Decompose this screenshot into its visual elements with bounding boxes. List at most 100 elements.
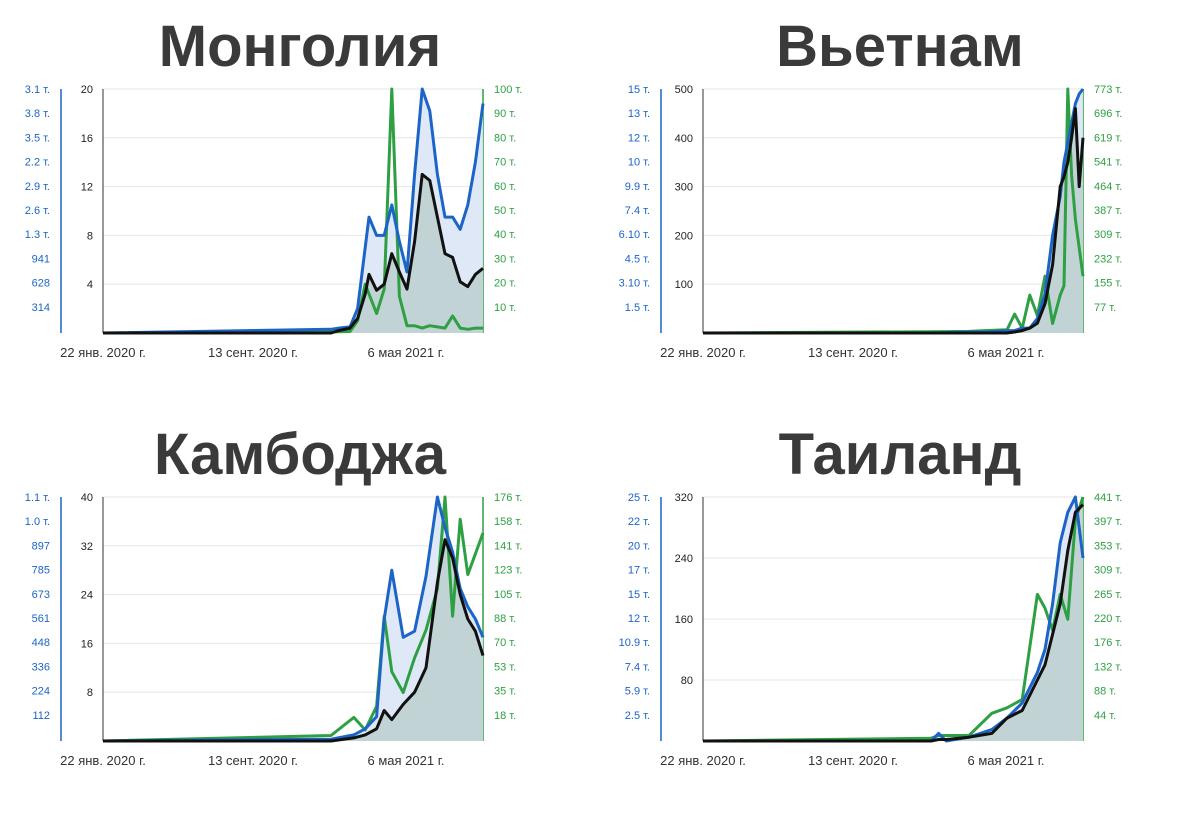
left-axis-tick: 673 — [32, 589, 50, 601]
left-axis-tick: 3.1 т. — [25, 84, 50, 96]
right-axis-tick: 88 т. — [1094, 686, 1116, 698]
deaths-line — [703, 503, 1085, 743]
right-axis-tick: 141 т. — [494, 540, 522, 552]
mid-axis-tick: 100 — [675, 279, 693, 291]
right-axis-tick: 387 т. — [1094, 205, 1122, 217]
right-axis-tick: 88 т. — [494, 613, 516, 625]
left-axis-tick: 897 — [32, 540, 50, 552]
mid-axis-tick: 12 — [81, 182, 93, 194]
mid-axis-tick: 20 — [81, 84, 93, 96]
x-axis-tick: 22 янв. 2020 г. — [60, 753, 146, 768]
left-axis-tick: 13 т. — [628, 108, 650, 120]
mid-axis-tick: 8 — [87, 230, 93, 242]
right-axis-tick: 70 т. — [494, 157, 516, 169]
left-axis-tick: 25 т. — [628, 492, 650, 504]
mid-axis-tick: 16 — [81, 133, 93, 145]
cases-line — [703, 88, 1085, 335]
x-axis-tick: 22 янв. 2020 г. — [660, 753, 746, 768]
right-axis-tick: 232 т. — [1094, 253, 1122, 265]
left-axis-tick: 9.9 т. — [625, 181, 650, 193]
left-axis-tick: 6.10 т. — [619, 229, 650, 241]
right-axis-tick: 176 т. — [494, 492, 522, 504]
cases-line — [102, 495, 485, 743]
right-axis-tick: 90 т. — [494, 108, 516, 120]
left-axis-tick: 628 — [32, 278, 50, 290]
right-axis-tick: 70 т. — [494, 637, 516, 649]
mid-axis-tick: 400 — [675, 133, 693, 145]
right-axis-tick: 35 т. — [494, 686, 516, 698]
right-axis-tick: 80 т. — [494, 132, 516, 144]
chart-mongolia: Монголия 20 16 12 8 4 3.1 т. 3.8 т. 3.5 т. 2.2 т… — [0, 0, 600, 408]
right-axis-tick: 77 т. — [1094, 302, 1116, 314]
left-axis-tick: 20 т. — [628, 540, 650, 552]
left-axis-tick: 112 — [32, 710, 50, 722]
x-axis-tick: 22 янв. 2020 г. — [660, 345, 746, 360]
x-axis-tick: 22 янв. 2020 г. — [60, 345, 146, 360]
left-axis-tick: 1.3 т. — [25, 229, 50, 241]
chart-title: Монголия — [158, 14, 442, 79]
right-axis-tick: 441 т. — [1094, 492, 1122, 504]
left-axis-tick: 336 — [32, 661, 50, 673]
cases-area — [703, 89, 1083, 333]
mid-axis-tick: 200 — [675, 230, 693, 242]
left-axis-tick: 15 т. — [628, 589, 650, 601]
mid-axis-tick: 8 — [87, 687, 93, 699]
left-axis-tick: 1.5 т. — [625, 302, 650, 314]
right-axis-tick: 265 т. — [1094, 589, 1122, 601]
left-axis-tick: 1.1 т. — [25, 492, 50, 504]
cases-area — [103, 497, 483, 741]
right-axis-tick: 464 т. — [1094, 181, 1122, 193]
chart-title: Вьетнам — [776, 14, 1024, 79]
mid-axis-tick: 300 — [675, 182, 693, 194]
deaths-line — [103, 538, 485, 743]
mid-axis-tick: 240 — [675, 553, 693, 565]
right-axis-tick: 541 т. — [1094, 157, 1122, 169]
deaths-line — [703, 107, 1085, 335]
right-axis-tick: 158 т. — [494, 516, 522, 528]
left-axis-tick: 448 — [32, 637, 50, 649]
deaths-area — [703, 108, 1083, 333]
x-axis-tick: 13 сент. 2020 г. — [808, 345, 898, 360]
right-axis-tick: 20 т. — [494, 278, 516, 290]
x-axis-tick: 13 сент. 2020 г. — [208, 753, 298, 768]
chart-plot: 500 400 300 200 100 15 т. 13 т. 12 т. 10 т. 9.9 т… — [619, 84, 1123, 360]
mid-axis-tick: 4 — [87, 279, 93, 291]
left-axis-tick: 10 т. — [628, 157, 650, 169]
left-axis-tick: 4.5 т. — [625, 253, 650, 265]
left-axis-tick: 2.6 т. — [25, 205, 50, 217]
left-axis-tick: 17 т. — [628, 565, 650, 577]
right-axis-tick: 53 т. — [494, 661, 516, 673]
right-axis-tick: 773 т. — [1094, 84, 1122, 96]
right-axis-tick: 132 т. — [1094, 661, 1122, 673]
right-axis-tick: 696 т. — [1094, 108, 1122, 120]
left-axis-tick: 7.4 т. — [625, 661, 650, 673]
mid-axis-tick: 24 — [81, 590, 93, 602]
mid-axis-tick: 160 — [675, 614, 693, 626]
x-axis-tick: 13 сент. 2020 г. — [208, 345, 298, 360]
right-axis-tick: 123 т. — [494, 565, 522, 577]
x-axis-tick: 6 мая 2021 г. — [968, 753, 1045, 768]
x-axis-tick: 6 мая 2021 г. — [368, 345, 445, 360]
left-axis-tick: 1.0 т. — [25, 516, 50, 528]
cases-line — [102, 87, 485, 335]
deaths-line — [103, 172, 484, 335]
chart-title: Камбоджа — [154, 422, 446, 487]
right-axis-tick: 44 т. — [1094, 710, 1116, 722]
deaths-area — [703, 504, 1083, 741]
right-axis-tick: 176 т. — [1094, 637, 1122, 649]
mid-axis-tick: 16 — [81, 638, 93, 650]
cases-line — [703, 495, 1085, 743]
left-axis-tick: 2.9 т. — [25, 181, 50, 193]
right-axis-tick: 30 т. — [494, 253, 516, 265]
deaths-area — [103, 174, 483, 333]
left-axis-tick: 785 — [32, 565, 50, 577]
left-axis-tick: 3.5 т. — [25, 132, 50, 144]
left-axis-tick: 561 — [32, 613, 50, 625]
right-axis-tick: 100 т. — [494, 84, 522, 96]
mid-axis-tick: 32 — [81, 541, 93, 553]
right-axis-tick: 10 т. — [494, 302, 516, 314]
left-axis-tick: 2.5 т. — [625, 710, 650, 722]
chart-plot: 20 16 12 8 4 3.1 т. 3.8 т. 3.5 т. 2.2 т. 2.9 т. 2.… — [25, 84, 523, 360]
right-axis-tick: 60 т. — [494, 181, 516, 193]
right-axis-tick: 40 т. — [494, 229, 516, 241]
